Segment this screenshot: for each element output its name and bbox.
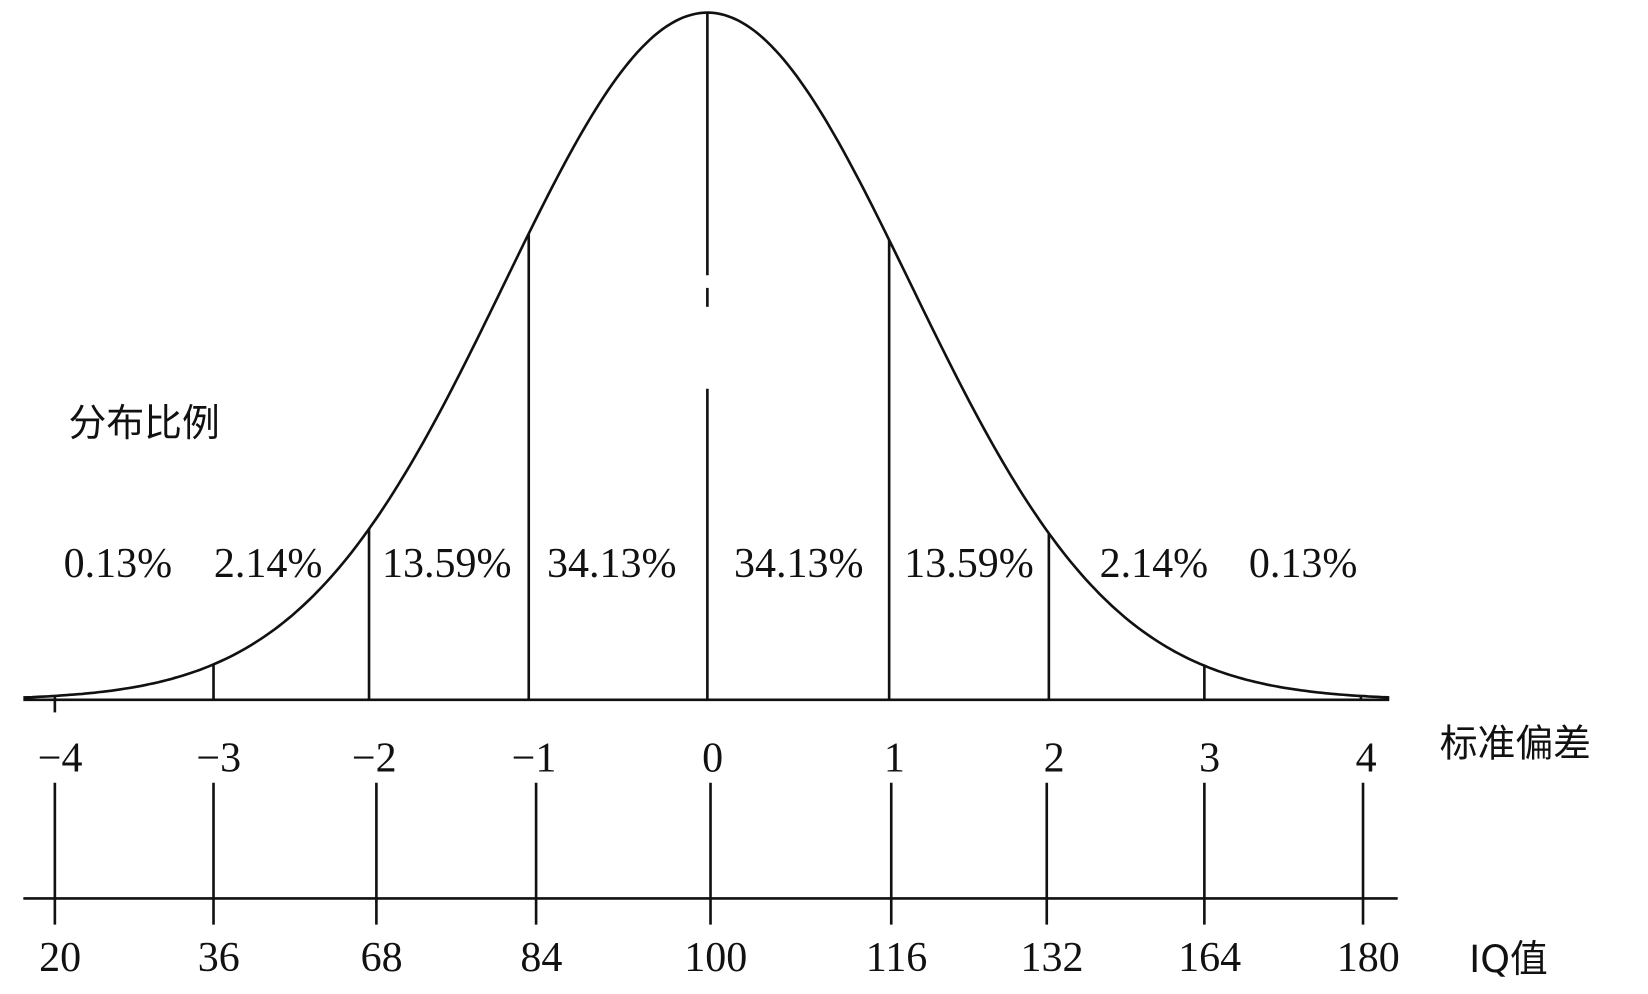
sd-tick-label: 4 — [1356, 735, 1377, 781]
percentage-label: 34.13% — [547, 541, 677, 587]
iq-tick-label: 68 — [361, 935, 403, 981]
sd-label: 标准偏差 — [1440, 722, 1591, 766]
sd-tick-label: −3 — [196, 735, 241, 781]
y-label: 分布比例 — [69, 401, 220, 445]
sd-tick-label: −1 — [512, 735, 557, 781]
sd-tick-label: −4 — [38, 735, 83, 781]
iq-tick-label: 84 — [520, 935, 562, 981]
sd-tick-label: 0 — [702, 735, 723, 781]
percentage-label: 34.13% — [734, 541, 864, 587]
percentage-label: 2.14% — [1100, 541, 1209, 587]
iq-label: IQ值 — [1469, 937, 1548, 981]
iq-tick-label: 164 — [1178, 935, 1241, 981]
iq-tick-label: 180 — [1337, 935, 1400, 981]
percentage-label: 0.13% — [1249, 541, 1358, 587]
iq-tick-label: 132 — [1020, 935, 1083, 981]
iq-tick-label: 36 — [198, 935, 240, 981]
iq-tick-label: 100 — [684, 935, 747, 981]
iq-tick-label: 116 — [866, 935, 927, 981]
percentage-label: 13.59% — [904, 541, 1034, 587]
percentage-label: 13.59% — [382, 541, 512, 587]
sd-tick-label: 3 — [1199, 735, 1220, 781]
sd-tick-label: 1 — [884, 735, 905, 781]
percentage-label: 2.14% — [214, 541, 323, 587]
iq-tick-label: 20 — [39, 935, 81, 981]
percentage-label: 0.13% — [64, 541, 173, 587]
sd-tick-label: −2 — [352, 735, 397, 781]
sd-tick-label: 2 — [1044, 735, 1065, 781]
